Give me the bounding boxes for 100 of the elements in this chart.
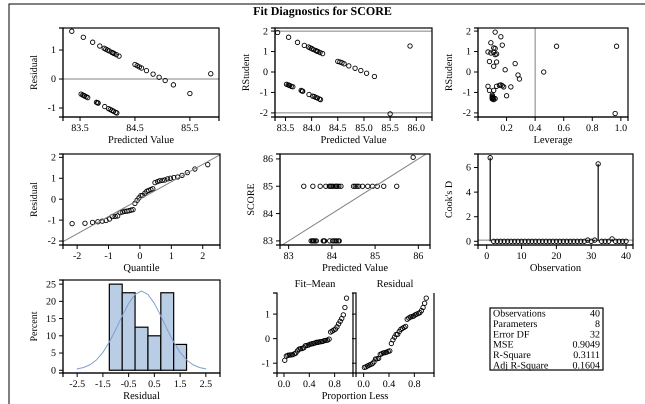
x-tick-label: -1 — [104, 251, 113, 262]
point — [314, 95, 320, 101]
point — [541, 69, 546, 75]
point — [97, 43, 102, 49]
x-axis-title: Predicted Value — [108, 135, 174, 146]
point — [360, 184, 366, 189]
x-tick-label: 20 — [551, 251, 562, 262]
point — [394, 184, 400, 189]
point — [83, 94, 89, 100]
chart-title: Fit Diagnostics for SCORE — [253, 4, 392, 18]
point — [494, 59, 500, 65]
point — [516, 76, 522, 82]
point — [118, 210, 123, 216]
y-tick-label: 1 — [263, 46, 268, 58]
point — [148, 186, 154, 192]
point — [112, 214, 118, 219]
point — [318, 184, 323, 189]
y-tick-label: 2 — [466, 212, 471, 223]
point — [388, 340, 394, 346]
point — [557, 238, 563, 244]
point — [174, 174, 180, 180]
point — [160, 178, 165, 184]
x-tick-label: 84.5 — [126, 123, 144, 134]
point — [150, 186, 156, 192]
y-tick-label: -1 — [48, 103, 56, 114]
category-label: Observations — [493, 308, 546, 320]
point — [488, 155, 493, 160]
point — [152, 180, 158, 186]
x-axis-title: Residual — [123, 391, 160, 402]
y-axis-title: Residual — [29, 182, 40, 217]
y-tick-label: 20 — [46, 296, 56, 308]
y-tick-label: -1 — [260, 88, 268, 99]
point — [342, 304, 348, 310]
x-tick-label: 1.0 — [614, 123, 628, 134]
point — [554, 238, 560, 244]
y-tick-label: 1 — [51, 173, 56, 184]
point — [134, 63, 140, 68]
point — [90, 220, 96, 226]
point — [371, 359, 377, 365]
point — [320, 50, 326, 56]
x-axis-title: Leverage — [533, 135, 573, 146]
point — [142, 190, 148, 196]
x-tick-label: 40 — [621, 251, 632, 262]
x-tick-label: 83.5 — [276, 123, 294, 134]
point — [306, 92, 312, 98]
point — [103, 218, 109, 224]
point — [338, 184, 344, 189]
data-label: 8 — [595, 319, 600, 330]
point — [275, 30, 280, 36]
y-tick-label: 2 — [263, 26, 268, 38]
y-axis-title: Residual — [29, 54, 40, 90]
point — [310, 46, 316, 52]
x-tick-label: 85.0 — [355, 123, 373, 134]
point — [596, 161, 601, 166]
point — [424, 296, 429, 301]
point — [609, 236, 615, 242]
point — [323, 184, 328, 189]
x-tick-label: 0.8 — [586, 123, 599, 134]
point — [501, 238, 507, 244]
data-label: 0.1604 — [572, 360, 600, 372]
point — [114, 52, 119, 58]
x-tick-label: 86.0 — [408, 123, 426, 134]
point — [492, 29, 498, 35]
point — [106, 106, 112, 112]
y-tick-label: 4 — [466, 187, 471, 198]
point — [498, 34, 504, 40]
x-tick-label: 0.4 — [528, 123, 542, 134]
point — [338, 318, 343, 324]
y-tick-label: 1 — [51, 45, 56, 56]
point — [512, 60, 518, 66]
point — [352, 66, 358, 71]
point — [205, 162, 210, 168]
point — [550, 238, 556, 244]
point — [485, 84, 491, 89]
point — [124, 208, 130, 214]
point — [376, 356, 382, 361]
point — [410, 154, 416, 160]
y-axis-title: Percent — [29, 311, 40, 342]
point — [327, 238, 332, 244]
point — [339, 316, 344, 322]
point — [334, 324, 340, 330]
point — [114, 213, 120, 219]
y-tick-label: 84 — [263, 208, 273, 220]
y-tick-label: 2 — [466, 26, 471, 38]
point — [602, 238, 608, 244]
point — [69, 28, 74, 34]
point — [122, 208, 128, 214]
x-tick-label: 10 — [516, 251, 527, 262]
x-tick-label: 83.5 — [71, 123, 89, 134]
x-tick-label: 2.5 — [200, 379, 212, 390]
point — [120, 209, 125, 215]
y-tick-label: 10 — [46, 331, 56, 342]
point — [504, 238, 510, 244]
point — [418, 308, 424, 314]
y-tick-label: 0 — [466, 236, 471, 248]
point — [488, 40, 494, 46]
point — [554, 44, 560, 49]
x-tick-label: 0.8 — [408, 379, 421, 390]
y-tick-label: 25 — [46, 279, 56, 290]
point — [132, 200, 138, 206]
